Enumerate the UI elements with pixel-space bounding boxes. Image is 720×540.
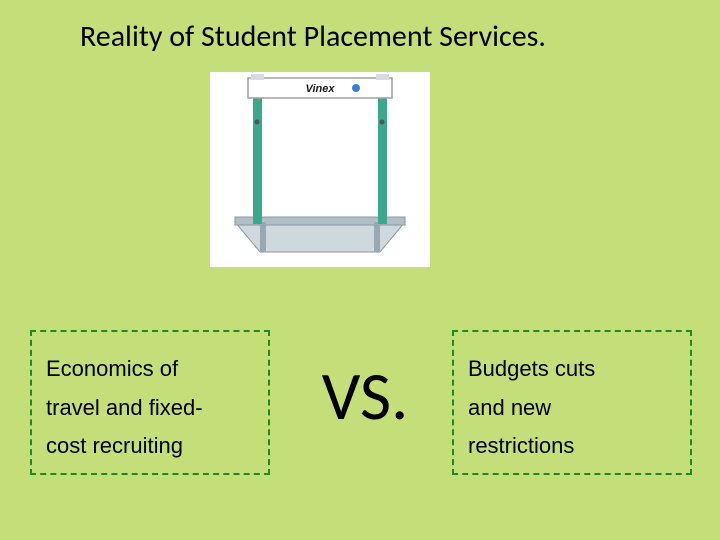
left-box: Economics of travel and fixed- cost recr… bbox=[30, 330, 270, 475]
right-box-line3: restrictions bbox=[468, 427, 676, 466]
vs-label: VS. bbox=[300, 355, 430, 438]
left-box-line3: cost recruiting bbox=[46, 427, 254, 466]
hurdle-image: Vinex bbox=[210, 72, 430, 267]
right-box: Budgets cuts and new restrictions bbox=[452, 330, 692, 475]
left-box-line1: Economics of bbox=[46, 350, 254, 389]
left-box-line2: travel and fixed- bbox=[46, 389, 254, 428]
hurdle-brand-text: Vinex bbox=[306, 83, 336, 95]
right-box-line2: and new bbox=[468, 389, 676, 428]
right-box-line1: Budgets cuts bbox=[468, 350, 676, 389]
slide-title: Reality of Student Placement Services. bbox=[80, 18, 700, 55]
